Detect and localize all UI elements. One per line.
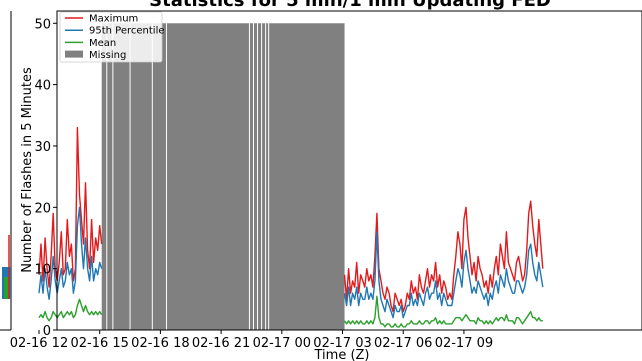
y-tick-label-4: 40 — [34, 79, 51, 94]
series-1-segment-0 — [38, 206, 103, 300]
x-axis: 02-16 12 02-16 15 02-16 18 02-16 21 02-17 00… — [10, 330, 493, 351]
series-lines — [38, 126, 544, 328]
x-tick-label-0: 02-16 12 — [10, 336, 68, 351]
x-tick-label-4: 02-17 00 — [253, 336, 311, 351]
adjacent-panel — [0, 11, 12, 331]
missing-block — [101, 23, 345, 331]
series-2-segment-0 — [38, 298, 103, 322]
legend-label-0: Maximum — [89, 14, 138, 25]
y-tick-label-0: 0 — [43, 324, 51, 339]
series-0-segment-0 — [38, 126, 103, 288]
chart-title: Statistics for 5 min/1 min Updating FED — [149, 0, 551, 11]
legend-box — [59, 11, 163, 63]
series-2-segment-1 — [343, 295, 543, 328]
legend-label-1: 95th Percentile — [89, 26, 165, 37]
series-1-segment-1 — [343, 231, 544, 319]
x-tick-label-7: 02-17 09 — [435, 336, 493, 351]
missing-region — [101, 23, 345, 331]
y-tick-label-2: 20 — [34, 201, 51, 216]
plot-frame — [56, 10, 642, 331]
x-tick-label-6: 02-17 06 — [374, 336, 432, 351]
y-axis-title: Number of Flashes in 5 Minutes — [20, 67, 35, 273]
y-tick-label-5: 50 — [34, 17, 51, 32]
x-tick-label-2: 02-16 18 — [131, 336, 189, 351]
legend-swatch-3 — [65, 50, 83, 58]
x-axis-title: Time (Z) — [314, 348, 370, 361]
x-tick-label-3: 02-16 21 — [192, 336, 250, 351]
x-tick-label-1: 02-16 15 — [70, 336, 128, 351]
x-tick-label-5: 02-17 03 — [313, 336, 371, 351]
y-tick-label-1: 10 — [34, 263, 51, 278]
y-axis: 0 10 20 30 40 50 — [34, 17, 57, 339]
legend-label-2: Mean — [89, 38, 116, 49]
legend-label-3: Missing — [89, 50, 126, 61]
y-tick-label-3: 30 — [34, 140, 51, 155]
